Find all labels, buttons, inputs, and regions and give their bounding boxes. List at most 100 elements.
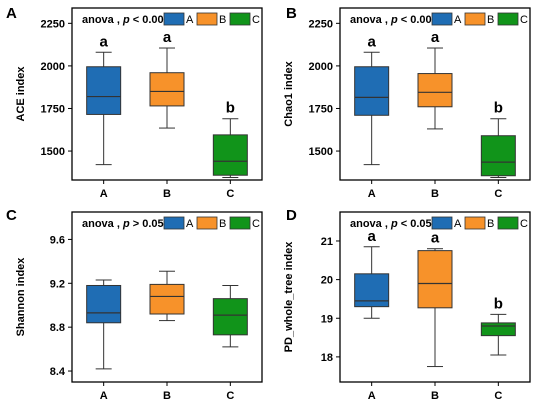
iqr-box bbox=[212, 134, 248, 176]
legend-swatch-c bbox=[229, 216, 251, 230]
iqr-box bbox=[149, 283, 185, 315]
box-b: a bbox=[149, 29, 185, 129]
stat-value: > 0.05 bbox=[130, 218, 164, 230]
panel-letter: D bbox=[286, 207, 297, 224]
legend-swatch-a bbox=[431, 216, 453, 230]
stat-p: p bbox=[390, 218, 398, 230]
legend: A B C bbox=[163, 216, 260, 230]
y-tick-label: 1750 bbox=[309, 103, 333, 115]
y-tick-label: 1500 bbox=[309, 146, 333, 158]
x-tick-label: A bbox=[368, 390, 376, 402]
legend-swatch-b bbox=[196, 12, 218, 26]
iqr-box bbox=[417, 73, 453, 108]
iqr-box bbox=[149, 72, 185, 107]
legend-label-c: C bbox=[520, 14, 528, 26]
legend-label-b: B bbox=[219, 218, 226, 230]
y-tick-label: 2250 bbox=[41, 18, 65, 30]
legend-swatch-b bbox=[464, 12, 486, 26]
iqr-box bbox=[354, 66, 390, 116]
panel-letter: C bbox=[6, 207, 17, 224]
x-tick-label: B bbox=[431, 188, 439, 200]
x-tick-label: C bbox=[226, 390, 234, 402]
stat-label: anova , bbox=[82, 218, 123, 230]
legend: A B C bbox=[163, 12, 260, 26]
x-tick-label: A bbox=[368, 188, 376, 200]
significance-letter: a bbox=[367, 33, 376, 50]
box-b: a bbox=[417, 29, 453, 130]
y-axis-label: ACE index bbox=[15, 66, 27, 122]
box-c bbox=[212, 284, 248, 348]
y-tick-label: 9.2 bbox=[50, 278, 65, 290]
stat-value: < 0.001 bbox=[398, 14, 438, 26]
legend-swatch-c bbox=[229, 12, 251, 26]
box-a bbox=[86, 279, 122, 370]
box-b: a bbox=[417, 230, 453, 368]
y-axis-label: PD_whole_tree index bbox=[283, 241, 295, 353]
legend-label-a: A bbox=[454, 14, 462, 26]
y-tick-label: 20 bbox=[321, 275, 333, 287]
y-tick-label: 2000 bbox=[41, 61, 65, 73]
y-tick-label: 18 bbox=[321, 352, 333, 364]
legend-swatch-c bbox=[497, 12, 519, 26]
stat-annotation: anova , p < 0.001 bbox=[350, 14, 438, 26]
box-c: b bbox=[480, 100, 516, 178]
legend-label-b: B bbox=[219, 14, 226, 26]
iqr-box bbox=[417, 250, 453, 309]
y-tick-label: 8.8 bbox=[50, 322, 65, 334]
stat-label: anova , bbox=[350, 14, 391, 26]
stat-p: p bbox=[122, 14, 130, 26]
legend-label-a: A bbox=[186, 218, 194, 230]
stat-value: < 0.05 bbox=[398, 218, 432, 230]
legend-label-a: A bbox=[454, 218, 462, 230]
stat-annotation: anova , p < 0.001 bbox=[82, 14, 170, 26]
legend-swatch-a bbox=[431, 12, 453, 26]
y-tick-label: 2000 bbox=[309, 61, 333, 73]
iqr-box bbox=[86, 66, 122, 115]
x-tick-label: B bbox=[163, 390, 171, 402]
box-c: b bbox=[212, 100, 248, 178]
legend-swatch-a bbox=[163, 12, 185, 26]
y-axis-label: Shannon index bbox=[15, 257, 27, 337]
stat-p: p bbox=[390, 14, 398, 26]
legend-swatch-c bbox=[497, 216, 519, 230]
y-axis-label: Chao1 index bbox=[283, 60, 295, 126]
legend-label-a: A bbox=[186, 14, 194, 26]
stat-label: anova , bbox=[350, 218, 391, 230]
significance-letter: a bbox=[99, 33, 108, 50]
x-tick-label: A bbox=[100, 390, 108, 402]
legend-swatch-b bbox=[196, 216, 218, 230]
legend-label-c: C bbox=[252, 14, 260, 26]
x-tick-label: B bbox=[431, 390, 439, 402]
legend-label-b: B bbox=[487, 218, 494, 230]
y-tick-label: 1500 bbox=[41, 146, 65, 158]
box-b bbox=[149, 270, 185, 322]
box-a: a bbox=[354, 228, 390, 319]
box-c: b bbox=[480, 295, 516, 356]
significance-letter: a bbox=[367, 228, 376, 245]
x-tick-label: A bbox=[100, 188, 108, 200]
stat-annotation: anova , p > 0.05 bbox=[82, 218, 164, 230]
legend: A B C bbox=[431, 12, 528, 26]
significance-letter: a bbox=[431, 29, 440, 46]
legend-label-b: B bbox=[487, 14, 494, 26]
legend-label-c: C bbox=[520, 218, 528, 230]
y-tick-label: 1750 bbox=[41, 103, 65, 115]
iqr-box bbox=[480, 322, 516, 337]
iqr-box bbox=[354, 273, 390, 308]
legend-swatch-b bbox=[464, 216, 486, 230]
legend: A B C bbox=[431, 216, 528, 230]
iqr-box bbox=[212, 298, 248, 336]
significance-letter: a bbox=[163, 29, 172, 46]
stat-value: < 0.001 bbox=[130, 14, 170, 26]
x-tick-label: C bbox=[226, 188, 234, 200]
box-a: a bbox=[86, 33, 122, 166]
significance-letter: b bbox=[494, 100, 503, 117]
stat-p: p bbox=[122, 218, 130, 230]
x-tick-label: C bbox=[494, 390, 502, 402]
x-tick-label: B bbox=[163, 188, 171, 200]
legend-swatch-a bbox=[163, 216, 185, 230]
y-tick-label: 2250 bbox=[309, 18, 333, 30]
